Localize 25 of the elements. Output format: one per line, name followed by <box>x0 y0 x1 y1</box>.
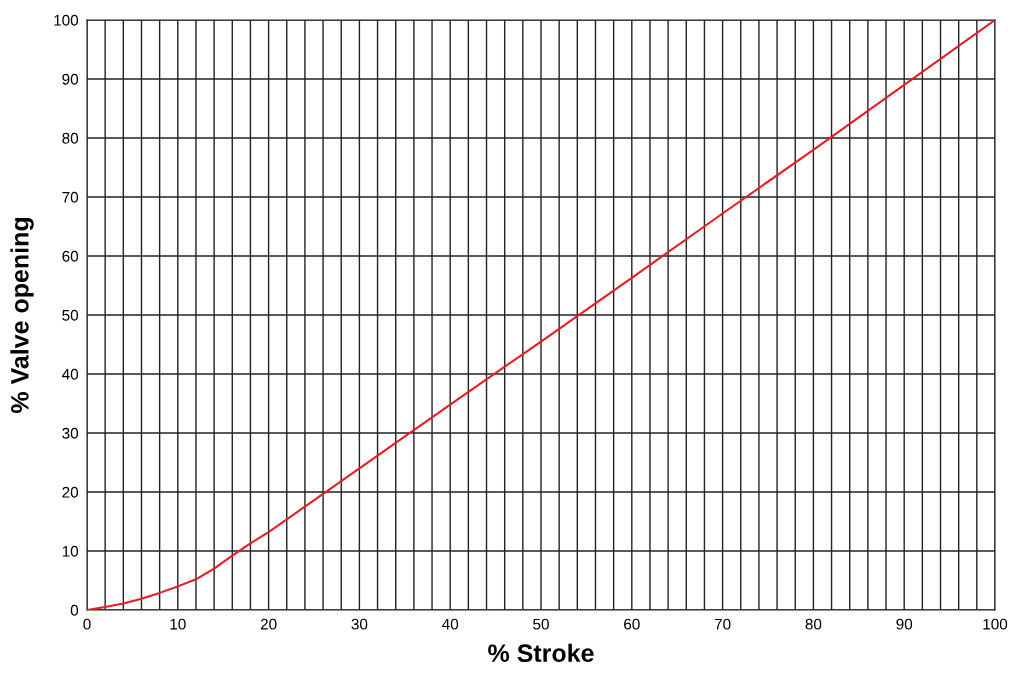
line-series <box>87 20 995 610</box>
y-tick-label: 10 <box>62 545 79 557</box>
x-tick-label: 70 <box>714 618 731 630</box>
x-tick-label: 50 <box>533 618 549 630</box>
y-tick-label: 20 <box>62 486 79 498</box>
y-tick-label: 80 <box>62 132 79 144</box>
x-tick-label: 80 <box>805 618 822 630</box>
x-tick-label: 0 <box>83 618 91 630</box>
y-tick-label: 0 <box>70 604 79 616</box>
y-tick-label: 100 <box>54 14 79 26</box>
x-tick-label: 30 <box>351 618 368 630</box>
x-tick-label: 100 <box>983 618 1008 630</box>
y-tick-label: 60 <box>62 250 79 262</box>
x-tick-label: 10 <box>170 618 186 630</box>
x-axis-title: % Stroke <box>488 643 594 663</box>
x-tick-label: 40 <box>442 618 459 630</box>
y-tick-label: 70 <box>62 191 79 203</box>
y-tick-label: 30 <box>62 427 79 439</box>
x-tick-label: 90 <box>896 618 913 630</box>
x-tick-label: 20 <box>260 618 277 630</box>
y-tick-label: 40 <box>62 368 79 380</box>
x-tick-label: 60 <box>624 618 640 630</box>
y-tick-label: 90 <box>62 73 79 85</box>
y-tick-label: 50 <box>62 309 79 321</box>
y-axis-title: % Valve opening <box>10 218 34 414</box>
